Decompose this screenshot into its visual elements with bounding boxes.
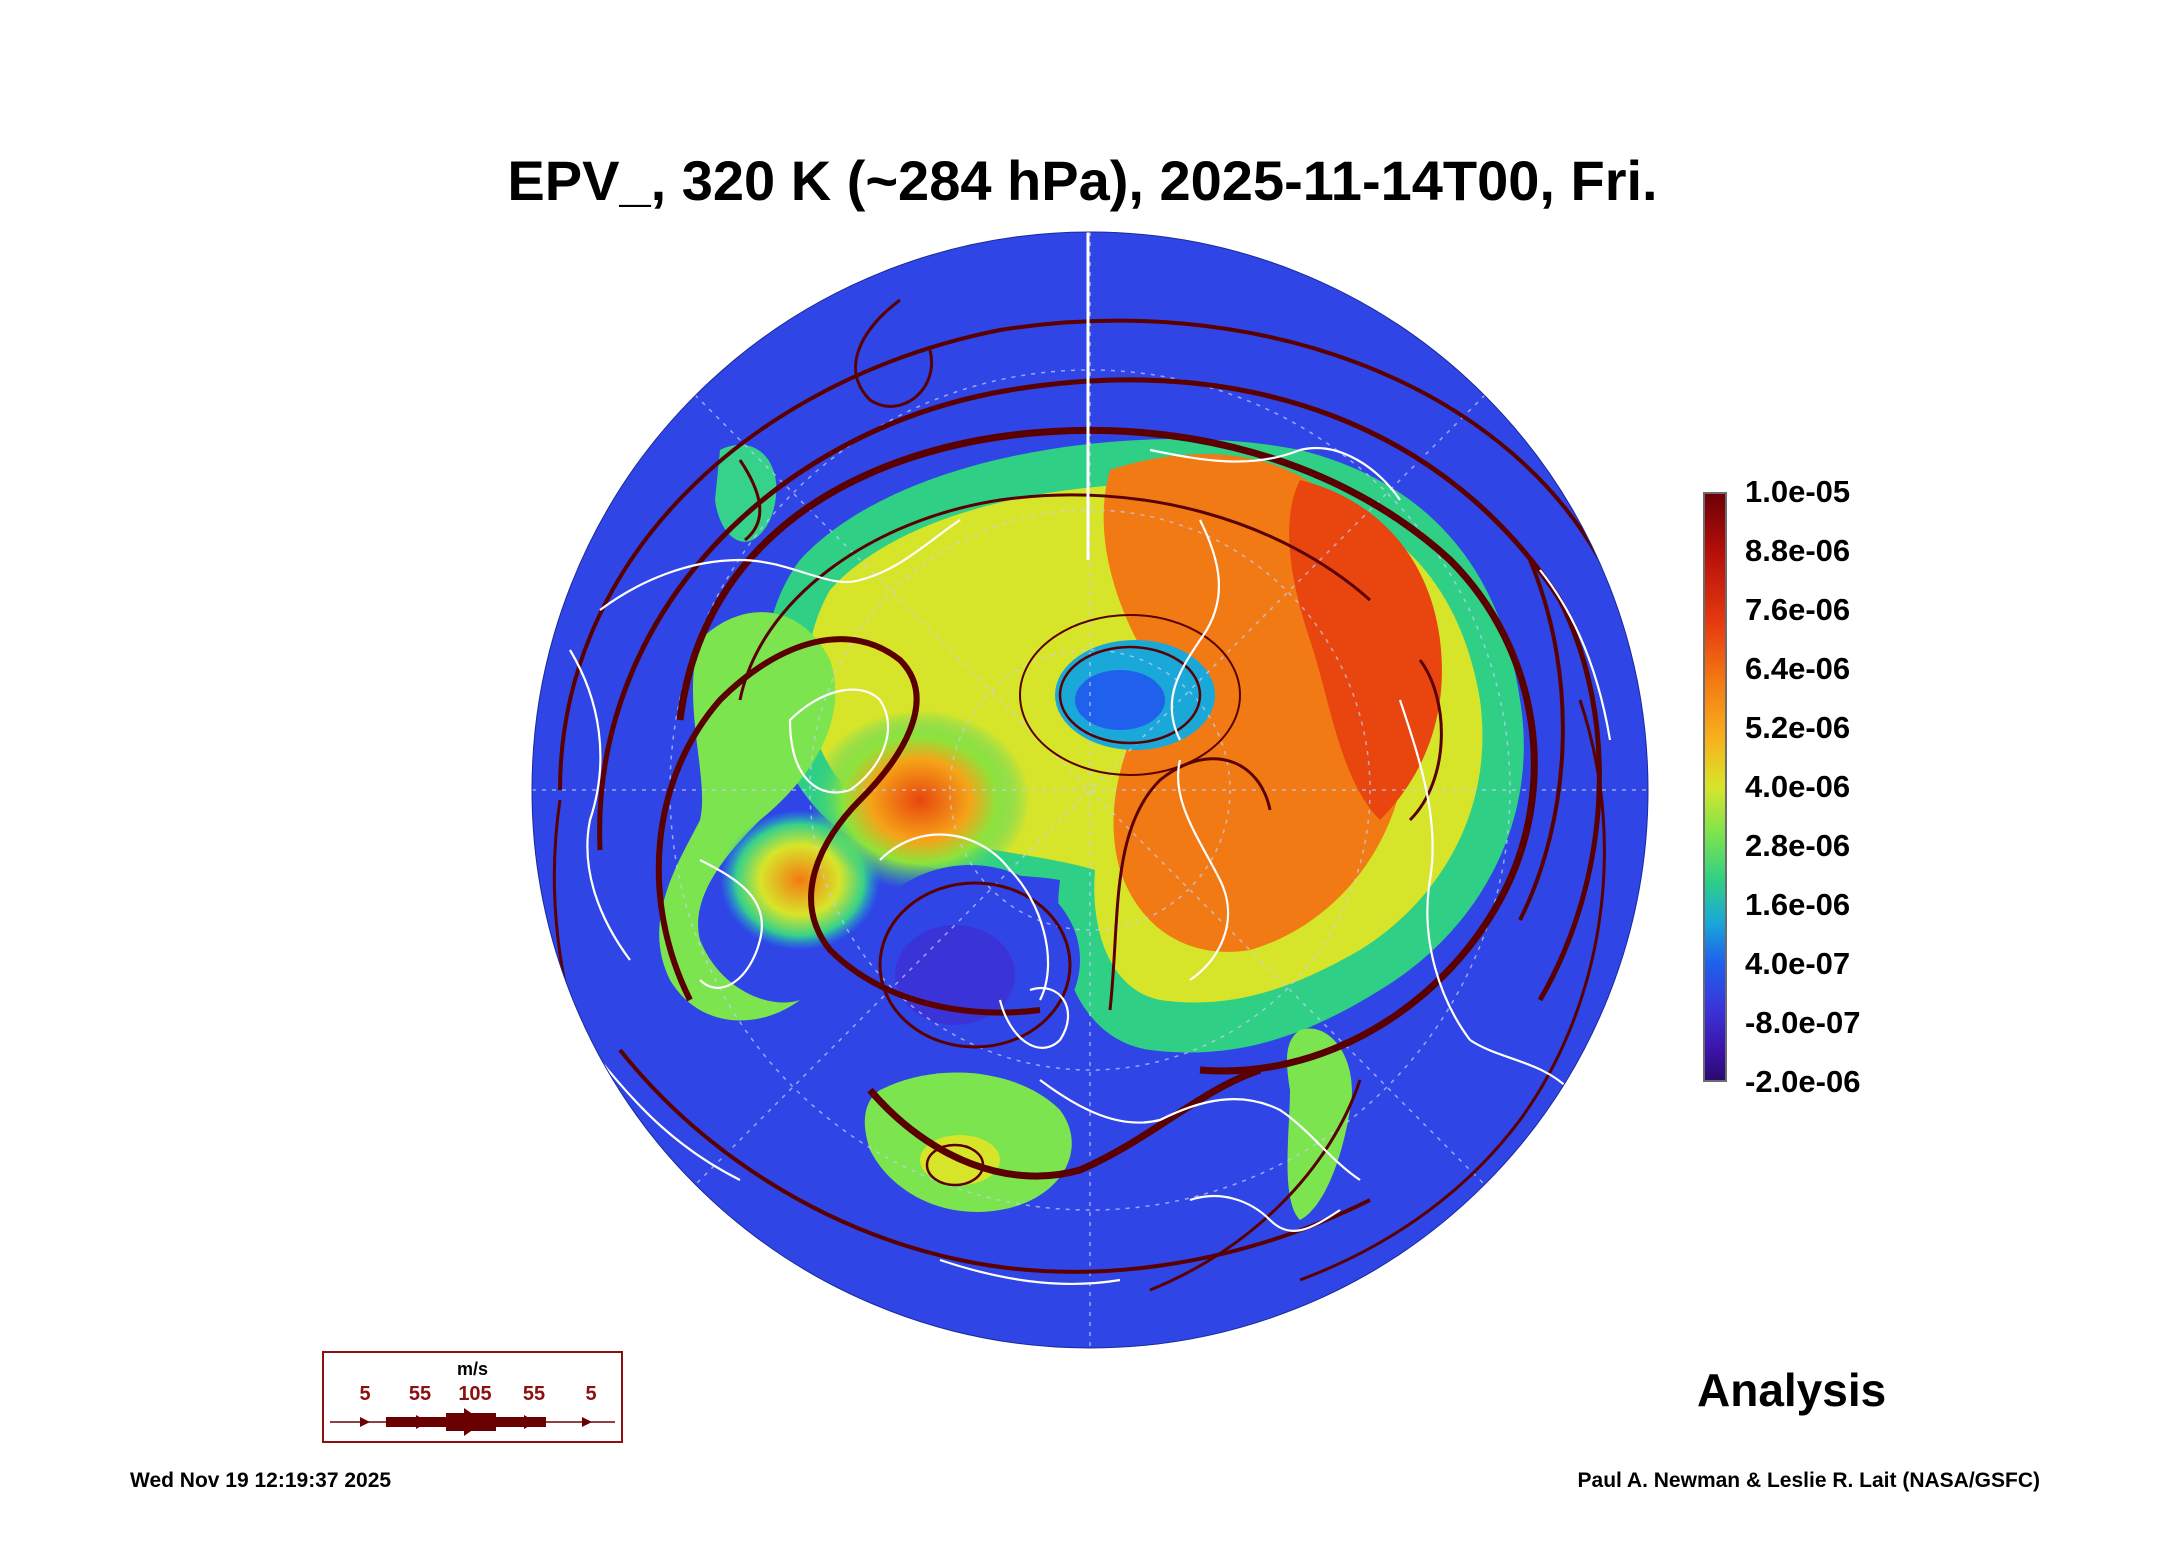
colorbar [1703,492,1727,1082]
colorbar-tick-label: 8.8e-06 [1745,533,1851,568]
wind-legend-value: 55 [522,1383,546,1405]
wind-unit: m/s [456,1359,489,1379]
coastlines [569,447,1612,1286]
wind-legend-arrows [330,1408,615,1436]
generation-timestamp: Wed Nov 19 12:19:37 2025 [130,1469,392,1492]
wind-speed-legend: m/s 5 55 105 55 5 [322,1351,623,1443]
wind-legend-value: 5 [359,1383,371,1405]
analysis-label: Analysis [1697,1364,1887,1416]
wind-legend-value: 105 [458,1383,492,1405]
wind-legend-value: 5 [585,1383,597,1405]
colorbar-tick-label: 4.0e-06 [1745,769,1851,804]
colorbar-tick-label: 4.0e-07 [1745,946,1851,981]
colorbar-tick-label: 7.6e-06 [1745,592,1851,627]
colorbar-tick-label: 1.6e-06 [1745,887,1851,922]
colorbar-tick-label: -2.0e-06 [1745,1064,1861,1099]
colorbar-tick-label: -8.0e-07 [1745,1005,1861,1040]
colorbar-tick-label: 6.4e-06 [1745,651,1851,686]
colorbar-tick-label: 5.2e-06 [1745,710,1851,745]
credit-line: Paul A. Newman & Leslie R. Lait (NASA/GS… [1577,1469,2040,1492]
colorbar-tick-label: 1.0e-05 [1745,474,1851,509]
colorbar-tick-label: 2.8e-06 [1745,828,1851,863]
map-title: EPV_, 320 K (~284 hPa), 2025-11-14T00, F… [507,149,1658,212]
wind-legend-value: 55 [408,1383,432,1405]
epv-field [532,232,1648,1348]
